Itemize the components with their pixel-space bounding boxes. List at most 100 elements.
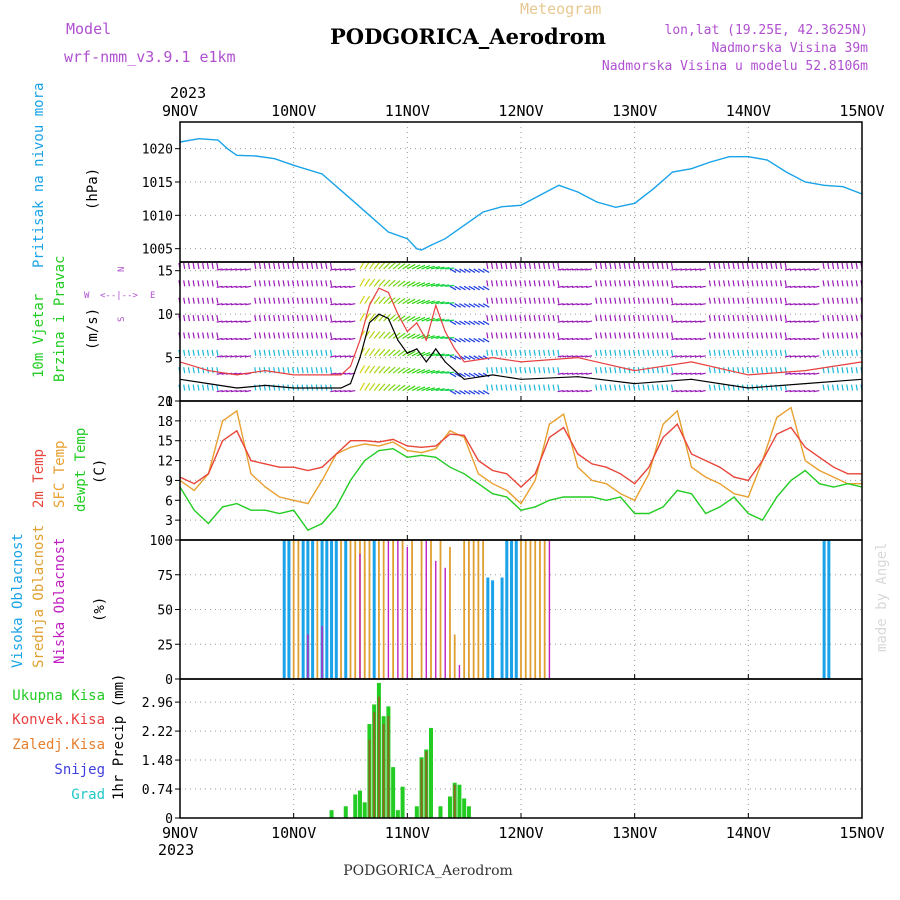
wind-arrow (799, 303, 806, 306)
wind-arrow (426, 369, 436, 374)
wind-arrow (576, 372, 583, 375)
dewpt-series-point (420, 454, 423, 456)
wind-arrow (459, 337, 466, 343)
wind-arrow (586, 355, 593, 358)
wind-arrow (699, 389, 706, 393)
wind-arrow (581, 337, 588, 341)
wind-arrow (737, 332, 740, 339)
wind-arrow (296, 297, 299, 304)
cloud-bar (397, 540, 399, 679)
wind-arrow (685, 303, 692, 306)
wind-arrow (435, 388, 445, 392)
wind-arrow (718, 262, 721, 270)
dewpt-series-point (477, 483, 479, 485)
wind-arrow (211, 384, 214, 391)
wind-arrow (426, 335, 436, 340)
wind-arrow (831, 297, 835, 304)
wind-arrow (325, 297, 328, 304)
wind-arrow (846, 315, 849, 322)
temp2m-series (179, 423, 862, 488)
wind-arrow (273, 262, 276, 270)
wind-arrow (543, 315, 546, 322)
wind-arrow (533, 315, 536, 322)
wind-arrow (440, 371, 450, 374)
y-tick-label: 21 (157, 395, 173, 410)
dewpt-series-point (193, 509, 195, 511)
pressure-series-point (634, 202, 636, 204)
pressure-series-point (615, 206, 617, 208)
wind-arrow (813, 337, 820, 341)
wind-arrow (454, 390, 462, 395)
wind-arrow (519, 297, 522, 304)
wind-arrow (656, 280, 659, 287)
wind-arrow (562, 372, 569, 375)
wind-arrow (430, 352, 440, 357)
wind-arrow (330, 355, 337, 358)
wind-arrow (836, 332, 839, 339)
wind-arrow (552, 280, 555, 287)
wind-arrow (339, 389, 346, 393)
wind-arrow (794, 389, 801, 393)
wind-arrow (618, 367, 622, 374)
dewpt-series-point (619, 496, 622, 498)
wind-arrow (690, 372, 697, 375)
wind-arrow (421, 282, 431, 287)
wind-arrow (221, 389, 228, 393)
wind-arrow (192, 297, 195, 304)
wind-arrow (855, 332, 858, 339)
wind-arrow (571, 389, 578, 393)
wind-arrow (723, 280, 726, 287)
wind-arrow (411, 264, 421, 270)
wind-arrow (216, 285, 223, 288)
wind-arrow (694, 268, 702, 271)
wind-arrow (528, 367, 532, 374)
pressure-series-point (747, 156, 749, 158)
wind-arrow (473, 268, 481, 273)
wind-arrow (378, 366, 386, 374)
precip-total-bar (457, 784, 462, 818)
wind-arrow (623, 384, 626, 391)
wind-arrow (751, 332, 754, 339)
wind-arrow (732, 315, 735, 322)
compass-s: S (117, 317, 127, 322)
wind-arrow (364, 295, 371, 305)
wind-arrow (618, 349, 622, 356)
wind-arrow (330, 285, 337, 288)
wind-arrow (240, 389, 247, 393)
precip-label-3: Zaledj.Kisa (12, 737, 105, 753)
wind-arrow (623, 332, 626, 339)
dewpt-series-point (222, 506, 224, 508)
wind-arrow (344, 389, 351, 393)
wind-arrow (454, 303, 462, 308)
precip-label-4: Snijeg (54, 762, 105, 778)
dewpt-series-point (406, 456, 408, 458)
temp2m-series-point (463, 434, 465, 437)
wind-arrow (187, 384, 191, 391)
dewpt-series-point (378, 450, 380, 452)
wind-arrow (387, 279, 396, 287)
wind-arrow (500, 297, 503, 304)
wind-arrow (756, 349, 759, 356)
y-tick-label: 9 (165, 474, 173, 489)
temp2m-series-point (662, 436, 664, 439)
wind-arrow (495, 315, 498, 322)
wind-arrow (789, 268, 796, 271)
wind-arrow (557, 297, 560, 304)
wind-arrow (368, 348, 376, 357)
wind-arrow (647, 297, 650, 304)
wind-arrow (277, 332, 281, 339)
wind-speed-series-point (264, 384, 266, 386)
wind-speed-series-point (349, 383, 352, 385)
wind-arrow (827, 367, 830, 374)
wind-arrow (623, 262, 626, 270)
wind-arrow (416, 386, 426, 392)
wind-arrow (628, 297, 631, 304)
wind-arrow-field (178, 260, 863, 395)
wind-arrow (407, 316, 416, 322)
wind-arrow (779, 262, 783, 270)
wind-arrow (633, 332, 636, 339)
wind-arrow (557, 268, 564, 271)
wind-arrow (254, 315, 257, 322)
y-tick-label: 3 (165, 514, 173, 529)
wind-arrow (216, 315, 219, 322)
